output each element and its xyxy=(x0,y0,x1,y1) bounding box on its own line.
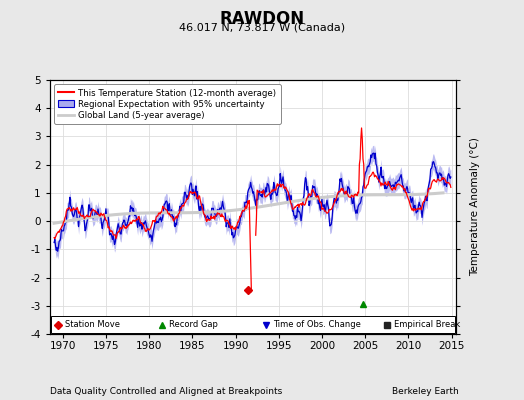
Text: Record Gap: Record Gap xyxy=(169,320,218,329)
Text: 46.017 N, 73.817 W (Canada): 46.017 N, 73.817 W (Canada) xyxy=(179,22,345,32)
Y-axis label: Temperature Anomaly (°C): Temperature Anomaly (°C) xyxy=(471,138,481,276)
Text: Data Quality Controlled and Aligned at Breakpoints: Data Quality Controlled and Aligned at B… xyxy=(50,387,282,396)
Text: Station Move: Station Move xyxy=(66,320,121,329)
FancyBboxPatch shape xyxy=(51,316,455,334)
Text: Time of Obs. Change: Time of Obs. Change xyxy=(272,320,361,329)
Text: Berkeley Earth: Berkeley Earth xyxy=(392,387,458,396)
Text: Empirical Break: Empirical Break xyxy=(394,320,460,329)
Text: RAWDON: RAWDON xyxy=(220,10,304,28)
Legend: This Temperature Station (12-month average), Regional Expectation with 95% uncer: This Temperature Station (12-month avera… xyxy=(54,84,280,124)
